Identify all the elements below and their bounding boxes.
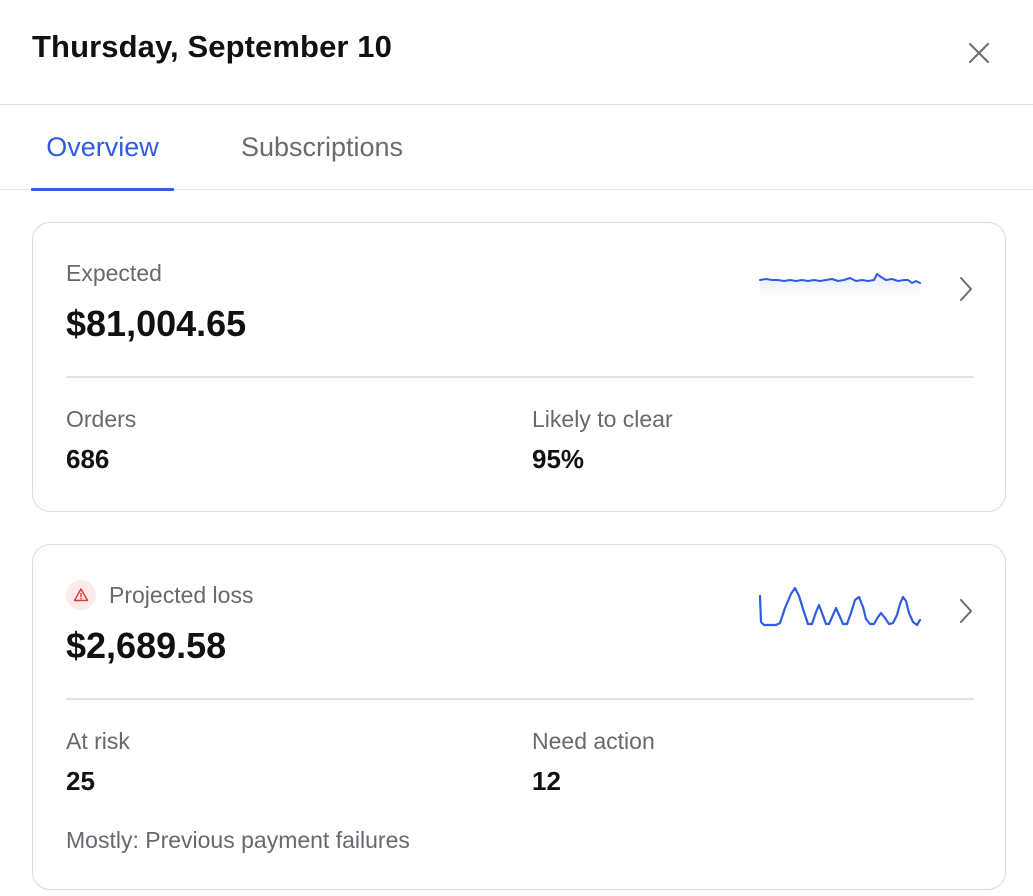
likely-to-clear-value: 95%	[532, 444, 585, 474]
card-divider	[66, 376, 974, 378]
projected-loss-label: Projected loss	[109, 582, 254, 608]
panel-title: Thursday, September 10	[32, 29, 392, 64]
orders-value: 686	[66, 444, 110, 474]
tab-bar: Overview Subscriptions	[0, 105, 1033, 191]
tab-subscriptions[interactable]: Subscriptions	[240, 132, 404, 162]
expected-label: Expected	[66, 260, 162, 286]
tab-overview[interactable]: Overview	[31, 105, 174, 191]
at-risk-label: At risk	[66, 728, 130, 754]
card-divider	[66, 698, 974, 700]
orders-label: Orders	[66, 406, 137, 432]
likely-to-clear-label: Likely to clear	[532, 406, 673, 432]
need-action-label: Need action	[532, 728, 655, 754]
expected-card[interactable]: Expected $81,004.65 Orders 686 Likely to…	[32, 222, 1006, 512]
projected-loss-card[interactable]: Projected loss $2,689.58 At risk 25 Need…	[32, 544, 1006, 890]
close-icon	[969, 43, 989, 63]
at-risk-value: 25	[66, 766, 95, 796]
warning-triangle-icon	[73, 588, 89, 602]
projected-loss-chevron-button[interactable]	[953, 594, 979, 628]
chevron-right-icon	[960, 599, 972, 623]
projected-loss-amount: $2,689.58	[66, 625, 227, 666]
close-button[interactable]	[962, 36, 996, 70]
expected-sparkline	[759, 273, 921, 298]
expected-amount: $81,004.65	[66, 303, 247, 344]
warning-badge	[66, 580, 96, 610]
chevron-right-icon	[960, 277, 972, 301]
panel-header: Thursday, September 10	[0, 0, 1033, 105]
loss-footnote: Mostly: Previous payment failures	[66, 827, 410, 853]
need-action-value: 12	[532, 766, 561, 796]
expected-chevron-button[interactable]	[953, 272, 979, 306]
projected-loss-sparkline	[758, 586, 922, 627]
